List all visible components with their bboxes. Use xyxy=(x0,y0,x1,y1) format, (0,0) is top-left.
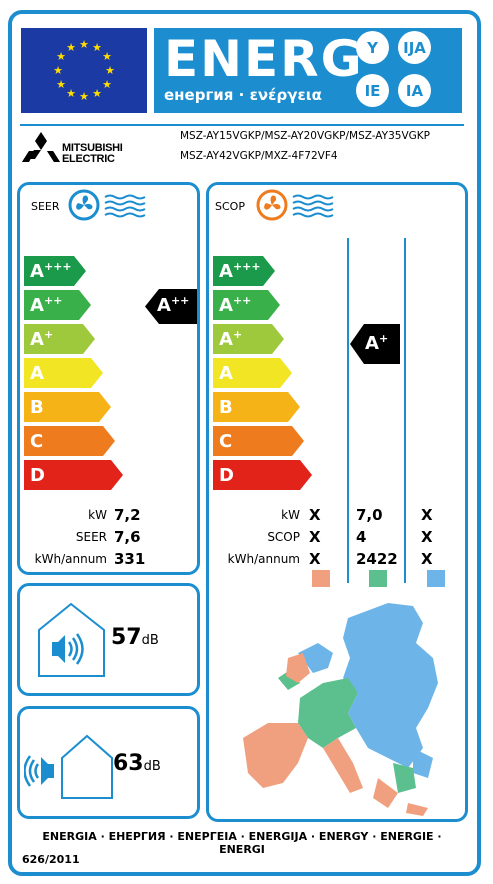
scop-class-label-2: A+ xyxy=(219,328,243,350)
seer-class-arrow-1: A++ xyxy=(24,290,91,320)
svg-text:★: ★ xyxy=(53,64,63,77)
speaker-indoor-icon xyxy=(34,600,109,684)
seer-class-arrow-0: A+++ xyxy=(24,256,86,286)
lang-code-ie: IE xyxy=(356,74,389,107)
scop-class-label-6: D xyxy=(219,465,234,486)
scop-class-arrow-1: A++ xyxy=(213,290,280,320)
svg-text:★: ★ xyxy=(66,41,76,54)
seer-seer-label: SEER xyxy=(75,530,107,544)
svg-text:★: ★ xyxy=(92,87,102,100)
brand-logo-text: MITSUBISHI ELECTRIC xyxy=(62,142,123,165)
svg-text:★: ★ xyxy=(56,50,66,63)
model-line-2: MSZ-AY42VGKP/MXZ-4F72VF4 xyxy=(180,150,338,162)
outdoor-noise-panel xyxy=(17,706,200,819)
outdoor-noise-readout: 63dB xyxy=(113,751,161,776)
seer-kw-value: 7,2 xyxy=(114,506,141,524)
lang-code-ia: IA xyxy=(398,74,431,107)
energ-title: ENERG xyxy=(164,30,364,88)
seer-class-label-5: C xyxy=(30,431,44,452)
scop-scop-label: SCOP xyxy=(267,530,300,544)
scop-title: SCOP xyxy=(215,200,245,213)
zone-average-square xyxy=(369,570,387,587)
energ-subtitle: енергия · ενέργεια xyxy=(164,86,322,104)
indoor-noise-readout: 57dB xyxy=(111,625,159,650)
header-divider xyxy=(20,124,464,126)
seer-kwh-label: kWh/annum xyxy=(34,552,107,566)
europe-map-icon xyxy=(238,598,463,822)
svg-text:★: ★ xyxy=(92,41,102,54)
scop-kw-label: kW xyxy=(281,508,300,522)
scop-panel xyxy=(206,182,468,822)
seer-kw-label: kW xyxy=(88,508,107,522)
scop-kw-warm: X xyxy=(309,506,321,524)
scop-divider-1 xyxy=(347,238,349,583)
scop-class-label-4: B xyxy=(219,397,233,418)
eu-flag-icon: ★ ★ ★ ★ ★ ★ ★ ★ ★ ★ ★ ★ xyxy=(21,28,147,113)
seer-class-arrow-5: C xyxy=(24,426,115,456)
scop-class-arrow-4: B xyxy=(213,392,300,422)
svg-text:★: ★ xyxy=(56,78,66,91)
scop-class-arrow-3: A xyxy=(213,358,292,388)
seer-class-arrow-3: A xyxy=(24,358,103,388)
lang-code-ija: IJA xyxy=(398,31,431,64)
scop-class-arrow-5: C xyxy=(213,426,304,456)
fan-icon-blue xyxy=(67,188,152,226)
outdoor-noise-value: 63 xyxy=(113,751,144,776)
seer-panel xyxy=(17,182,200,575)
scop-scop-cold: X xyxy=(421,528,433,546)
seer-class-arrow-4: B xyxy=(24,392,111,422)
seer-class-label-3: A xyxy=(30,363,44,384)
lang-code-y: Y xyxy=(356,31,389,64)
svg-text:★: ★ xyxy=(105,64,115,77)
scop-scop-warm: X xyxy=(309,528,321,546)
scop-class-label-3: A xyxy=(219,363,233,384)
seer-class-label-4: B xyxy=(30,397,44,418)
seer-seer-value: 7,6 xyxy=(114,528,141,546)
three-diamonds-icon xyxy=(22,132,60,170)
seer-rating-label: A++ xyxy=(157,294,190,316)
speaker-outdoor-icon xyxy=(23,730,119,809)
svg-text:★: ★ xyxy=(66,87,76,100)
scop-kwh-average: 2422 xyxy=(356,550,398,568)
outdoor-noise-unit: dB xyxy=(143,759,161,774)
svg-text:★: ★ xyxy=(79,38,89,51)
seer-class-arrow-2: A+ xyxy=(24,324,95,354)
label-frame xyxy=(8,10,481,876)
indoor-noise-unit: dB xyxy=(141,633,159,648)
svg-text:★: ★ xyxy=(79,90,89,103)
seer-class-label-0: A+++ xyxy=(30,260,72,282)
scop-class-label-5: C xyxy=(219,431,233,452)
scop-kwh-warm: X xyxy=(309,550,321,568)
indoor-noise-panel xyxy=(17,583,200,696)
zone-warm-square xyxy=(312,570,330,587)
seer-rating-arrow: A++ xyxy=(145,289,197,328)
model-line-1: MSZ-AY15VGKP/MSZ-AY20VGKP/MSZ-AY35VGKP xyxy=(180,130,430,142)
regulation-number: 626/2011 xyxy=(22,853,80,866)
seer-class-label-2: A+ xyxy=(30,328,54,350)
scop-class-arrow-2: A+ xyxy=(213,324,284,354)
scop-rating-arrow: A+ xyxy=(350,324,400,368)
scop-kwh-label: kWh/annum xyxy=(227,552,300,566)
seer-kwh-value: 331 xyxy=(114,550,146,568)
scop-class-arrow-6: D xyxy=(213,460,312,490)
seer-class-label-6: D xyxy=(30,465,45,486)
scop-divider-2 xyxy=(404,238,406,583)
scop-rating-label: A+ xyxy=(365,332,389,354)
seer-class-label-1: A++ xyxy=(30,294,63,316)
energy-words-footer: ENERGIA · ЕНЕРГИЯ · ΕΝΕΡΓΕΙΑ · ENERGIJA … xyxy=(42,830,442,856)
indoor-noise-value: 57 xyxy=(111,625,142,650)
svg-text:★: ★ xyxy=(102,78,112,91)
svg-text:★: ★ xyxy=(102,50,112,63)
seer-title: SEER xyxy=(31,200,60,213)
scop-class-label-0: A+++ xyxy=(219,260,261,282)
scop-scop-average: 4 xyxy=(356,528,367,546)
scop-class-label-1: A++ xyxy=(219,294,252,316)
scop-kwh-cold: X xyxy=(421,550,433,568)
scop-kw-average: 7,0 xyxy=(356,506,383,524)
seer-class-arrow-6: D xyxy=(24,460,123,490)
fan-icon-orange xyxy=(255,188,340,226)
zone-cold-square xyxy=(427,570,445,587)
scop-class-arrow-0: A+++ xyxy=(213,256,275,286)
scop-kw-cold: X xyxy=(421,506,433,524)
